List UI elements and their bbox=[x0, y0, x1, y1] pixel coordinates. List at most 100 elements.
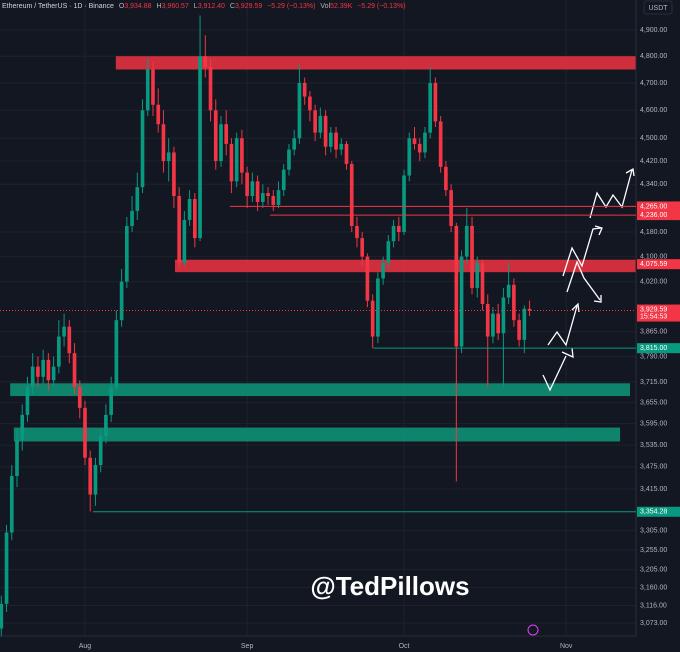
candle-body bbox=[224, 124, 229, 144]
y-tick-label: 3,715.00 bbox=[640, 379, 667, 386]
candle-body bbox=[62, 326, 66, 337]
candle-body bbox=[428, 82, 433, 133]
label: L bbox=[194, 3, 198, 10]
candle-body bbox=[151, 69, 155, 105]
candle-body bbox=[219, 124, 223, 162]
zones bbox=[10, 56, 636, 442]
candle-body bbox=[88, 457, 93, 495]
price-label-box bbox=[637, 304, 680, 322]
candle-body bbox=[114, 320, 119, 388]
candle-body bbox=[522, 308, 527, 340]
forecast-arrows bbox=[542, 167, 635, 392]
candle-body bbox=[234, 138, 239, 182]
candle-body bbox=[245, 172, 249, 197]
zone bbox=[115, 56, 636, 70]
value: 3,934.88 bbox=[124, 3, 151, 10]
grid bbox=[0, 0, 636, 636]
candle-body bbox=[0, 603, 4, 629]
candle-body bbox=[496, 313, 501, 334]
candle-body bbox=[308, 96, 312, 111]
candle-body bbox=[83, 407, 87, 458]
arrow-path bbox=[589, 169, 633, 219]
arrow-head bbox=[625, 167, 635, 177]
candle-body bbox=[334, 132, 338, 150]
candle-body bbox=[433, 82, 438, 122]
candle-body bbox=[187, 198, 192, 220]
candle-body bbox=[376, 278, 380, 337]
candle-body bbox=[287, 149, 291, 170]
value: 3,929.59 bbox=[235, 3, 262, 10]
y-tick-label: 4,100.00 bbox=[640, 253, 667, 260]
candle-body bbox=[266, 193, 270, 197]
candle-body bbox=[140, 110, 145, 188]
candle-body bbox=[302, 82, 307, 97]
value: 3,960.57 bbox=[162, 3, 189, 10]
candle-body bbox=[130, 210, 134, 226]
candle-body bbox=[15, 439, 19, 477]
candle-body bbox=[344, 143, 349, 164]
y-tick-label: 3,160.00 bbox=[640, 584, 667, 591]
candle-body bbox=[4, 532, 9, 604]
change: −5.29 (−0.13%) bbox=[267, 3, 315, 10]
candle-body bbox=[391, 225, 396, 242]
y-tick-label: 3,305.00 bbox=[640, 527, 667, 534]
y-tick-label: 3,415.00 bbox=[640, 486, 667, 493]
candle-body bbox=[297, 82, 302, 139]
candle-body bbox=[339, 143, 344, 150]
candle-body bbox=[25, 387, 30, 415]
candle-body bbox=[192, 198, 197, 239]
candle-body bbox=[438, 121, 443, 167]
candle-body bbox=[104, 414, 108, 437]
candle-body bbox=[77, 387, 82, 408]
candle-body bbox=[119, 281, 124, 321]
candle-body bbox=[276, 190, 281, 205]
label: Vol bbox=[320, 3, 330, 10]
y-tick-label: 3,655.00 bbox=[640, 399, 667, 406]
y-tick-label: 3,475.00 bbox=[640, 464, 667, 471]
y-tick-label: 3,535.00 bbox=[640, 442, 667, 449]
candles bbox=[0, 15, 532, 637]
arrow-path bbox=[542, 355, 567, 392]
candle-body bbox=[355, 225, 359, 239]
candle-body bbox=[349, 163, 354, 226]
candle-body bbox=[213, 110, 218, 162]
price-axis bbox=[636, 0, 680, 652]
label: O bbox=[119, 3, 125, 10]
y-tick-label: 4,500.00 bbox=[640, 135, 667, 142]
symbol: Ethereum / TetherUS · 1D · Binance bbox=[2, 3, 114, 10]
price-label-box bbox=[637, 201, 680, 212]
currency-box[interactable] bbox=[643, 0, 673, 15]
y-tick-label: 3,116.00 bbox=[640, 602, 667, 609]
value: 52.39K bbox=[330, 3, 353, 10]
price-label-box bbox=[637, 506, 680, 517]
price-label: 4,075.59 bbox=[640, 261, 667, 268]
currency[interactable]: USDT bbox=[648, 5, 668, 12]
candle-body bbox=[370, 300, 375, 337]
candle-body bbox=[98, 436, 103, 466]
arrow-head bbox=[593, 295, 602, 303]
candle-body bbox=[480, 262, 485, 304]
candle-body bbox=[198, 56, 202, 239]
alert-icon[interactable] bbox=[527, 624, 539, 636]
candle-body bbox=[156, 104, 161, 125]
zone bbox=[13, 427, 621, 442]
candle-body bbox=[491, 313, 495, 337]
arrow-head bbox=[561, 347, 574, 359]
candle-body bbox=[46, 359, 51, 381]
label: H bbox=[157, 3, 162, 10]
candle-body bbox=[240, 138, 244, 173]
y-tick-label: 4,180.00 bbox=[640, 229, 667, 236]
candle-body bbox=[475, 262, 480, 288]
candle-body bbox=[454, 225, 459, 347]
x-tick-label: Aug bbox=[79, 643, 92, 650]
y-tick-label: 4,340.00 bbox=[640, 181, 667, 188]
candle-body bbox=[177, 196, 181, 263]
candle-body bbox=[365, 256, 370, 301]
candle-body bbox=[464, 225, 469, 257]
candle-body bbox=[501, 297, 506, 334]
candle-body bbox=[93, 465, 98, 495]
candle-body bbox=[417, 143, 422, 153]
arrow-head bbox=[571, 302, 580, 313]
candle-body bbox=[485, 303, 490, 337]
